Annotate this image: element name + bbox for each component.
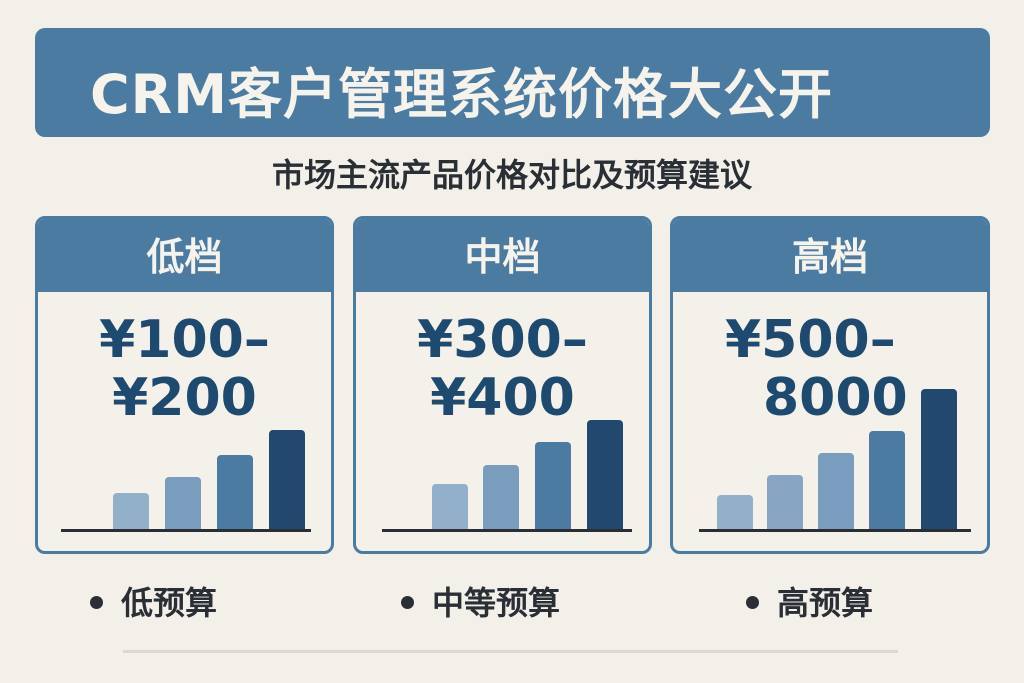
price-range-start: ¥300– xyxy=(417,310,588,370)
price-range-end: 8000 xyxy=(763,368,908,428)
bar-graphic-2 xyxy=(165,477,201,530)
title-banner: CRM客户管理系统价格大公开 xyxy=(35,28,990,137)
bullet-icon xyxy=(746,595,759,609)
bar-graphic-4 xyxy=(269,430,305,530)
bar-graphic-1 xyxy=(113,493,149,530)
bar-graphic-2 xyxy=(767,475,803,530)
bullet-icon xyxy=(401,595,414,609)
budget-label-mid: 中等预算 xyxy=(401,578,560,624)
price-range-start: ¥100– xyxy=(99,310,270,370)
baseline xyxy=(699,529,971,532)
subtitle: 市场主流产品价格对比及预算建议 xyxy=(271,156,752,194)
bar-graphic-4 xyxy=(869,431,905,530)
budget-text: 高预算 xyxy=(777,584,874,622)
page-title: CRM客户管理系统价格大公开 xyxy=(90,63,833,126)
price-range-start: ¥500– xyxy=(725,310,896,370)
budget-label-high: 高预算 xyxy=(746,578,873,624)
tier-card-mid: 中档 ¥300– ¥400 xyxy=(353,216,652,554)
baseline xyxy=(61,529,311,532)
price-range-end: ¥200 xyxy=(112,368,257,428)
budget-text: 低预算 xyxy=(121,584,218,622)
tier-header: 高档 xyxy=(673,219,987,292)
baseline xyxy=(382,529,632,532)
bar-graphic-3 xyxy=(535,442,571,530)
tier-card-high: 高档 ¥500– 8000 xyxy=(670,216,990,554)
divider xyxy=(123,650,898,653)
tier-header: 中档 xyxy=(356,219,649,292)
bar-graphic-2 xyxy=(483,465,519,530)
bar-graphic-3 xyxy=(217,455,253,530)
bar-graphic-1 xyxy=(432,484,468,530)
tier-card-low: 低档 ¥100– ¥200 xyxy=(35,216,334,554)
tier-header: 低档 xyxy=(38,219,331,292)
bullet-icon xyxy=(90,595,103,609)
bar-graphic-4 xyxy=(587,420,623,530)
budget-text: 中等预算 xyxy=(432,584,561,622)
budget-label-low: 低预算 xyxy=(90,578,217,624)
bar-graphic-5 xyxy=(921,389,957,530)
bar-graphic-3 xyxy=(818,453,854,530)
price-range-end: ¥400 xyxy=(430,368,575,428)
bar-graphic-1 xyxy=(717,495,753,530)
